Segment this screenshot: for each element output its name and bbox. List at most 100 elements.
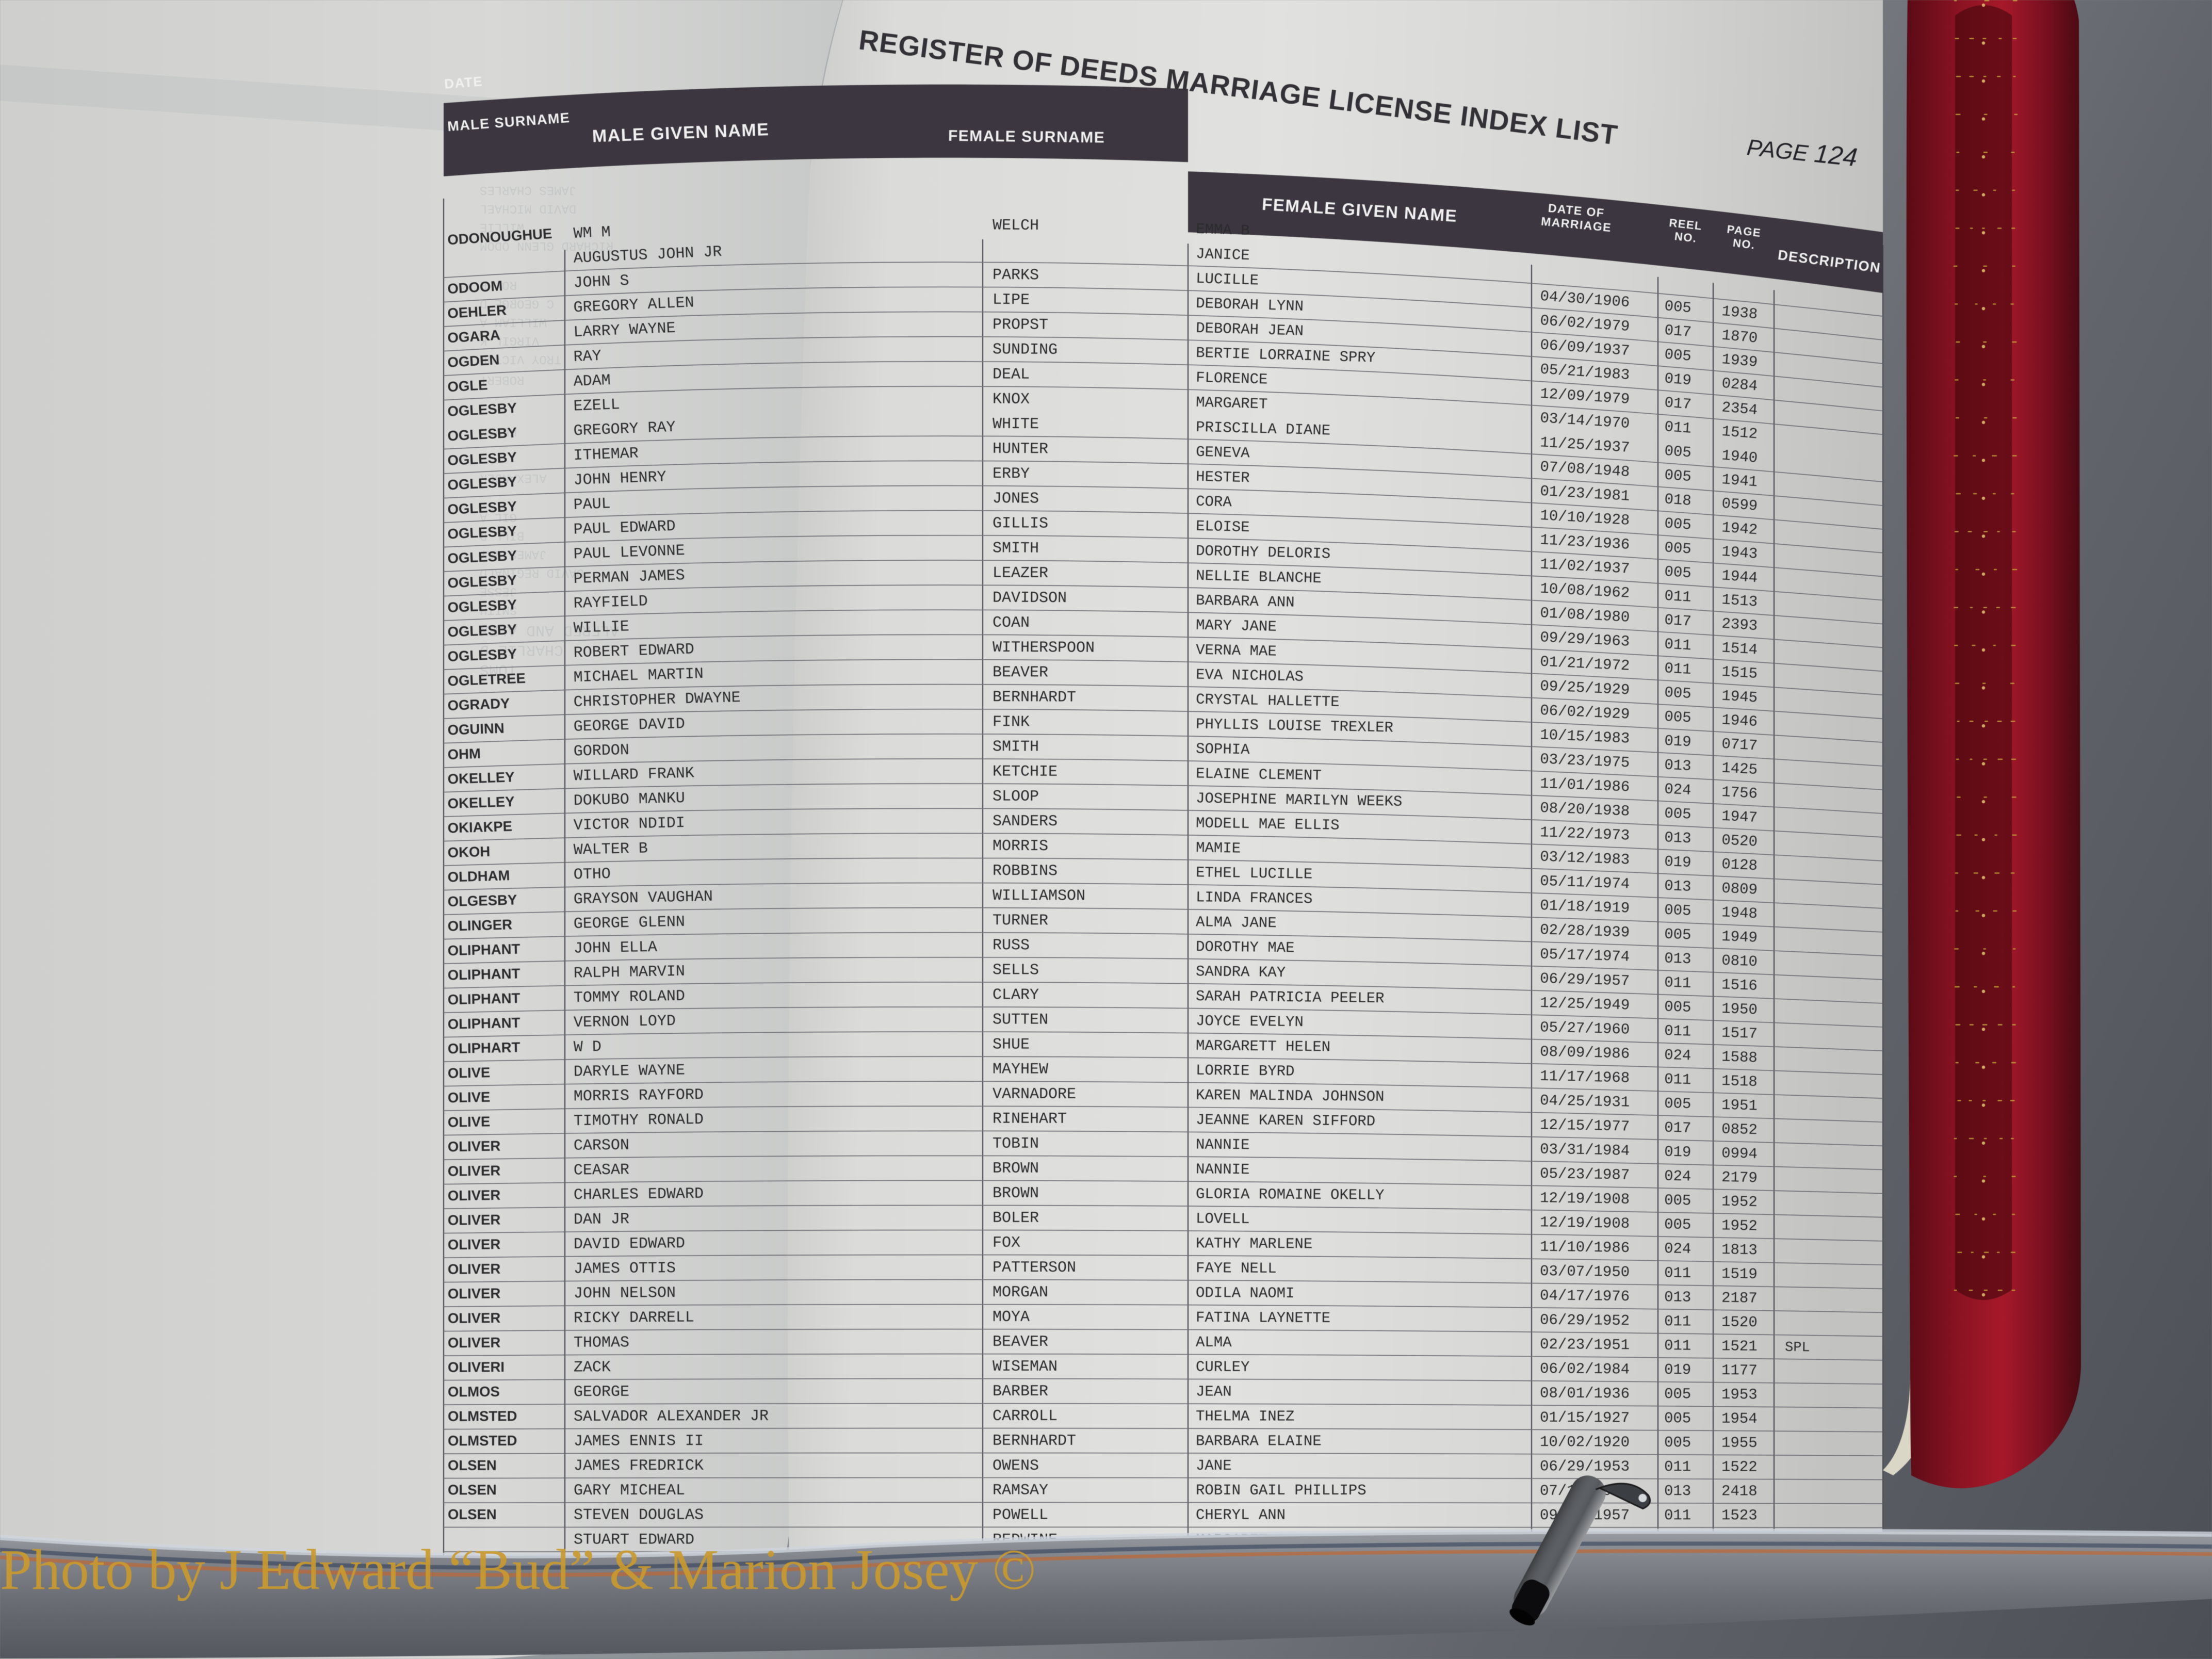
- svg-text:OGARA: OGARA: [447, 327, 501, 346]
- svg-text:1938: 1938: [1721, 303, 1758, 323]
- svg-text:FOX: FOX: [993, 1234, 1020, 1252]
- svg-text:0809: 0809: [1721, 880, 1758, 899]
- svg-text:1952: 1952: [1721, 1193, 1758, 1211]
- svg-text:ALMA: ALMA: [1196, 1334, 1232, 1351]
- svg-text:ITHEMAR: ITHEMAR: [573, 445, 639, 465]
- svg-text:OLIPHANT: OLIPHANT: [447, 965, 520, 983]
- svg-text:013: 013: [1664, 950, 1691, 968]
- svg-text:10/02/1920: 10/02/1920: [1540, 1434, 1630, 1451]
- svg-text:1954: 1954: [1721, 1410, 1758, 1427]
- svg-text:BOLER: BOLER: [993, 1210, 1039, 1227]
- svg-text:GORDON: GORDON: [573, 742, 629, 761]
- svg-text:WITHERSPOON: WITHERSPOON: [993, 639, 1095, 657]
- svg-text:OLGESBY: OLGESBY: [447, 891, 517, 909]
- svg-text:12/15/1977: 12/15/1977: [1540, 1116, 1630, 1135]
- svg-text:KATHY MARLENE: KATHY MARLENE: [1196, 1235, 1312, 1253]
- svg-text:CEASAR: CEASAR: [574, 1161, 629, 1179]
- svg-text:JOSEPHINE MARILYN WEEKS: JOSEPHINE MARILYN WEEKS: [1196, 790, 1403, 810]
- svg-text:RAY: RAY: [573, 348, 601, 366]
- svg-text:FATINA LAYNETTE: FATINA LAYNETTE: [1196, 1309, 1330, 1327]
- svg-text:JOHN S: JOHN S: [573, 272, 629, 292]
- svg-text:JONES: JONES: [993, 490, 1039, 508]
- svg-text:SANDRA KAY: SANDRA KAY: [1196, 963, 1286, 981]
- svg-text:LOVELL: LOVELL: [1196, 1210, 1250, 1228]
- svg-text:BEAVER: BEAVER: [993, 1333, 1048, 1351]
- svg-text:005: 005: [1664, 708, 1692, 727]
- svg-text:011: 011: [1664, 1022, 1691, 1040]
- svg-text:VICTOR NDIDI: VICTOR NDIDI: [573, 815, 685, 835]
- svg-text:005: 005: [1664, 298, 1692, 317]
- svg-text:OLMOS: OLMOS: [448, 1384, 500, 1400]
- svg-text:11/17/1968: 11/17/1968: [1540, 1068, 1630, 1087]
- svg-text:TOBIN: TOBIN: [993, 1135, 1039, 1153]
- svg-text:MORRIS: MORRIS: [993, 838, 1048, 855]
- svg-text:OGLE: OGLE: [447, 377, 488, 395]
- svg-text:SARAH PATRICIA PEELER: SARAH PATRICIA PEELER: [1196, 988, 1385, 1007]
- svg-text:1952: 1952: [1721, 1217, 1758, 1234]
- svg-text:03/07/1950: 03/07/1950: [1540, 1263, 1630, 1281]
- svg-text:OLIVER: OLIVER: [448, 1310, 501, 1326]
- svg-text:06/02/1984: 06/02/1984: [1540, 1360, 1630, 1378]
- svg-text:CORA: CORA: [1196, 493, 1232, 511]
- svg-text:011: 011: [1664, 1313, 1691, 1330]
- svg-text:LORRIE BYRD: LORRIE BYRD: [1196, 1062, 1295, 1080]
- svg-text:OGLETREE: OGLETREE: [447, 670, 526, 689]
- svg-text:005: 005: [1664, 563, 1691, 582]
- svg-text:NO.: NO.: [1732, 236, 1756, 252]
- svg-text:MARGARETT HELEN: MARGARETT HELEN: [1196, 1037, 1330, 1056]
- svg-text:OKOH: OKOH: [447, 843, 490, 860]
- svg-text:GILLIS: GILLIS: [993, 515, 1048, 532]
- svg-text:SUTTEN: SUTTEN: [993, 1011, 1048, 1029]
- svg-text:OTHO: OTHO: [573, 866, 611, 884]
- svg-text:011: 011: [1664, 636, 1691, 654]
- svg-text:OLIVER: OLIVER: [448, 1187, 501, 1203]
- svg-text:MOYA: MOYA: [993, 1309, 1030, 1326]
- svg-text:005: 005: [1664, 346, 1692, 365]
- svg-text:DEBORAH JEAN: DEBORAH JEAN: [1196, 320, 1304, 340]
- svg-text:OLDHAM: OLDHAM: [447, 867, 510, 885]
- svg-text:WISEMAN: WISEMAN: [993, 1358, 1058, 1376]
- svg-text:OLIVE: OLIVE: [448, 1089, 491, 1105]
- svg-text:MORRIS RAYFORD: MORRIS RAYFORD: [574, 1086, 704, 1105]
- svg-text:1943: 1943: [1721, 543, 1758, 563]
- svg-text:019: 019: [1664, 1144, 1691, 1161]
- svg-text:CHARLES EDWARD: CHARLES EDWARD: [574, 1185, 704, 1205]
- svg-text:W D: W D: [574, 1038, 602, 1056]
- svg-text:JAMES CHARLES: JAMES CHARLES: [480, 183, 576, 197]
- svg-text:BARBARA ELAINE: BARBARA ELAINE: [1196, 1433, 1322, 1450]
- svg-text:PATTERSON: PATTERSON: [993, 1259, 1076, 1277]
- svg-text:COAN: COAN: [993, 614, 1030, 632]
- svg-text:ROBERT EDWARD: ROBERT EDWARD: [573, 641, 694, 662]
- svg-text:06/29/1957: 06/29/1957: [1540, 970, 1630, 990]
- svg-text:005: 005: [1664, 998, 1691, 1016]
- svg-text:1949: 1949: [1721, 928, 1758, 947]
- svg-text:MARY JANE: MARY JANE: [1196, 617, 1277, 636]
- svg-text:0810: 0810: [1721, 952, 1758, 971]
- svg-text:OLIVE: OLIVE: [448, 1064, 491, 1081]
- svg-text:1521: 1521: [1721, 1338, 1758, 1355]
- svg-text:1520: 1520: [1721, 1313, 1758, 1331]
- svg-text:0284: 0284: [1721, 375, 1758, 395]
- svg-text:1518: 1518: [1721, 1072, 1758, 1091]
- svg-text:WHITE: WHITE: [993, 416, 1039, 433]
- svg-text:OGUINN: OGUINN: [447, 720, 505, 738]
- svg-text:02/23/1951: 02/23/1951: [1540, 1336, 1630, 1354]
- svg-text:RICKY DARRELL: RICKY DARRELL: [574, 1309, 694, 1327]
- svg-text:1522: 1522: [1721, 1458, 1758, 1475]
- svg-text:JOHN NELSON: JOHN NELSON: [574, 1284, 676, 1303]
- svg-text:Photo by J Edward “Bud” & Mari: Photo by J Edward “Bud” & Marion Josey ©: [0, 1538, 1036, 1602]
- svg-text:BERNHARDT: BERNHARDT: [993, 1433, 1076, 1450]
- svg-text:1947: 1947: [1721, 808, 1758, 826]
- svg-text:VARNADORE: VARNADORE: [993, 1086, 1076, 1103]
- svg-text:011: 011: [1664, 974, 1691, 992]
- svg-text:DATE: DATE: [444, 73, 483, 91]
- svg-text:005: 005: [1664, 902, 1691, 920]
- svg-text:DOKUBO MANKU: DOKUBO MANKU: [573, 790, 685, 810]
- svg-text:EZELL: EZELL: [573, 396, 620, 416]
- svg-text:ROBIN GAIL PHILLIPS: ROBIN GAIL PHILLIPS: [1196, 1482, 1367, 1499]
- svg-text:WALTER B: WALTER B: [573, 840, 648, 859]
- svg-text:1941: 1941: [1721, 471, 1758, 491]
- svg-text:019: 019: [1664, 733, 1692, 751]
- svg-text:005: 005: [1664, 515, 1691, 534]
- svg-text:OGRADY: OGRADY: [447, 695, 510, 714]
